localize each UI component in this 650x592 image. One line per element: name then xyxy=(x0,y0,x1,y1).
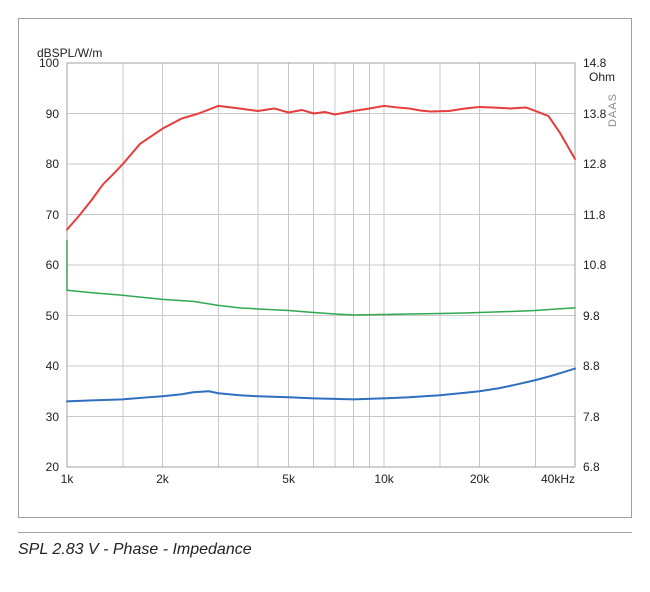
caption-divider xyxy=(18,532,632,533)
watermark-text: DAAS xyxy=(607,93,619,127)
x-tick: 40kHz xyxy=(541,473,575,485)
y-left-tick: 20 xyxy=(46,461,59,473)
chart-svg xyxy=(19,19,633,519)
x-tick: 20k xyxy=(470,473,489,485)
x-tick: 10k xyxy=(374,473,393,485)
y-left-tick: 30 xyxy=(46,411,59,423)
x-tick: 5k xyxy=(282,473,295,485)
y-left-tick: 100 xyxy=(39,57,59,69)
y-right-axis-label: Ohm xyxy=(589,71,615,83)
y-right-tick: 14.8 xyxy=(583,57,606,69)
page-root: dBSPL/W/m Ohm DAAS 20304050607080901006.… xyxy=(0,0,650,592)
chart-caption: SPL 2.83 V - Phase - Impedance xyxy=(18,541,632,559)
x-tick: 2k xyxy=(156,473,169,485)
y-left-tick: 50 xyxy=(46,310,59,322)
y-right-tick: 9.8 xyxy=(583,310,600,322)
x-tick: 1k xyxy=(61,473,74,485)
y-left-tick: 80 xyxy=(46,158,59,170)
y-right-tick: 6.8 xyxy=(583,461,600,473)
y-left-tick: 70 xyxy=(46,209,59,221)
y-right-tick: 7.8 xyxy=(583,411,600,423)
y-right-tick: 12.8 xyxy=(583,158,606,170)
y-right-tick: 11.8 xyxy=(583,209,605,221)
y-right-tick: 8.8 xyxy=(583,360,600,372)
y-right-tick: 13.8 xyxy=(583,108,606,120)
y-left-tick: 40 xyxy=(46,360,59,372)
y-right-tick: 10.8 xyxy=(583,259,606,271)
chart-container: dBSPL/W/m Ohm DAAS 20304050607080901006.… xyxy=(18,18,632,518)
y-left-tick: 60 xyxy=(46,259,59,271)
y-left-tick: 90 xyxy=(46,108,59,120)
